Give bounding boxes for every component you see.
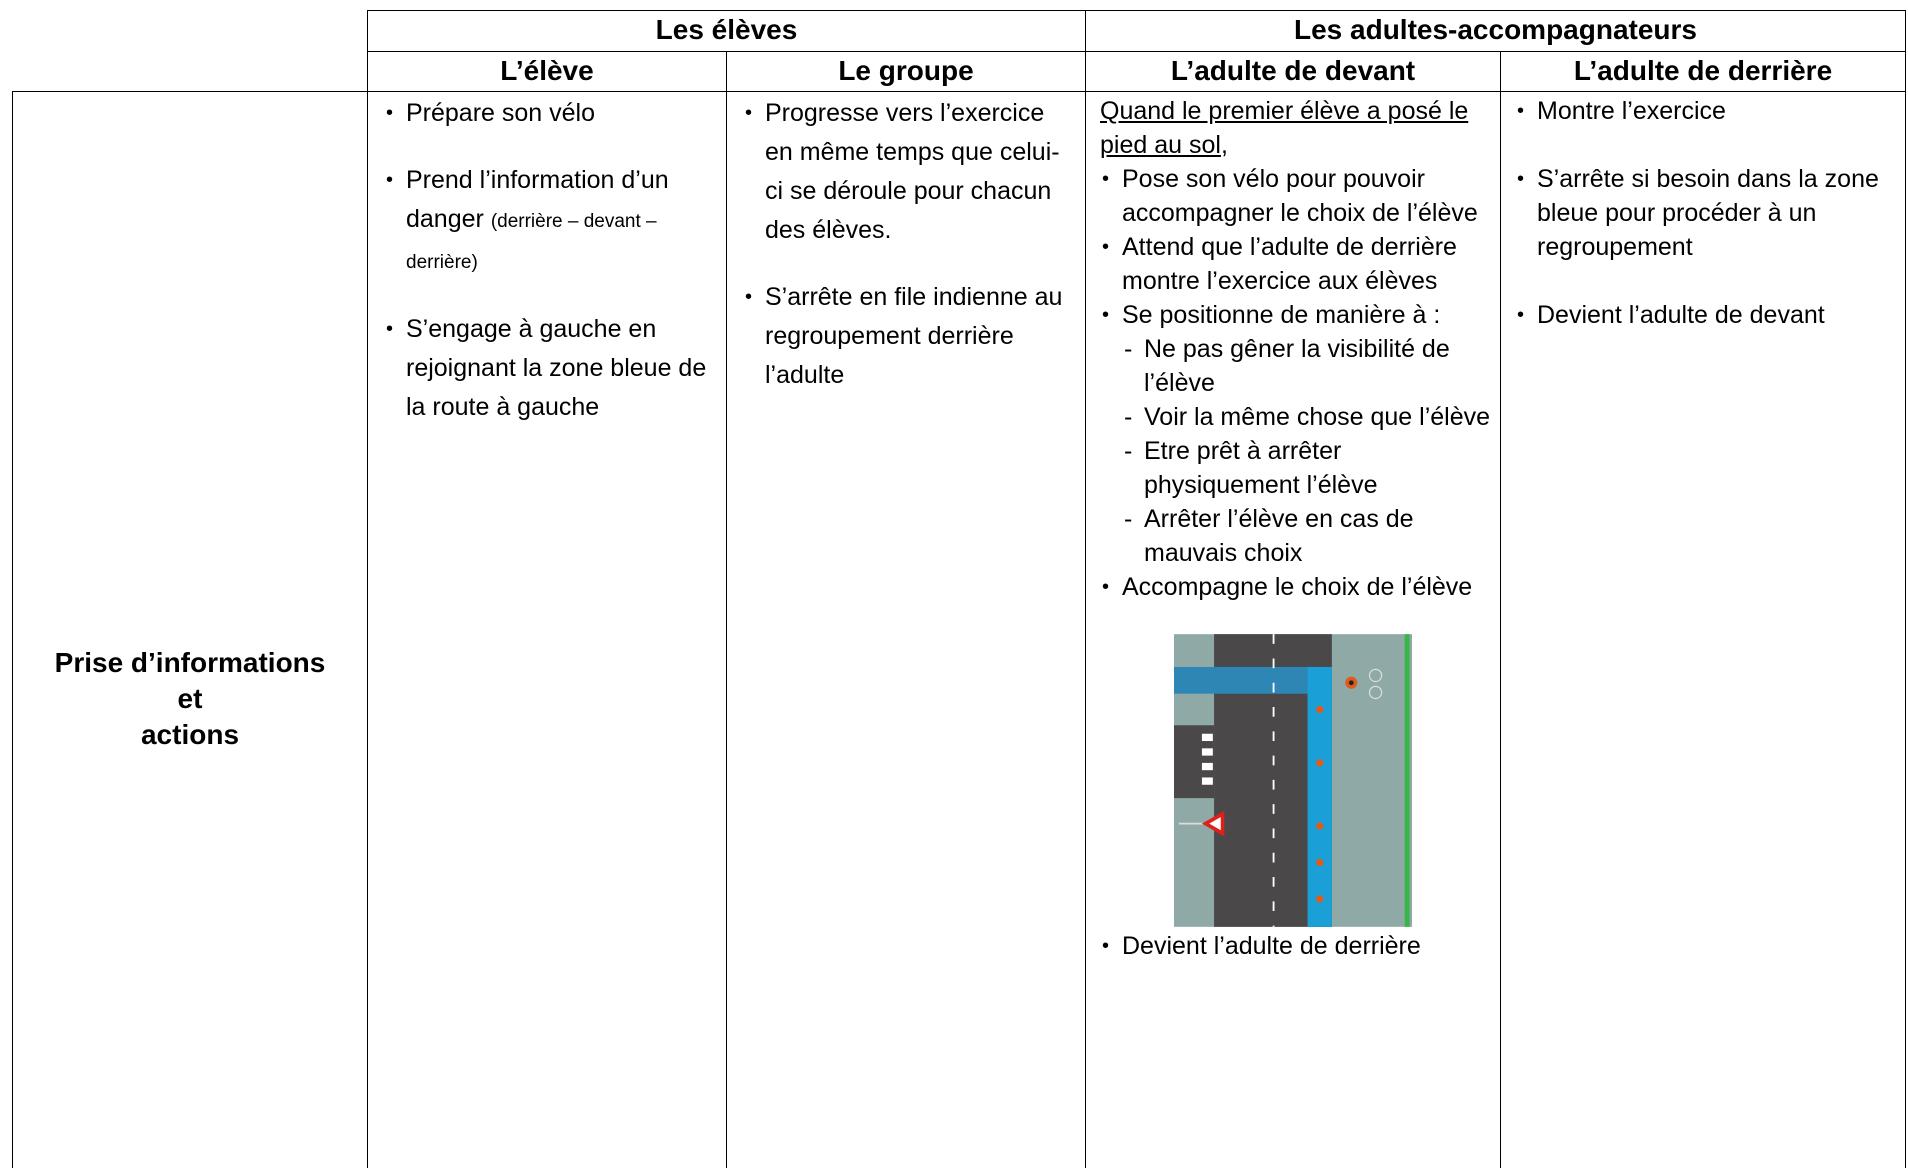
sub-item: Ne pas gêner la visibilité de l’élève — [1122, 332, 1492, 400]
sub-list: Ne pas gêner la visibilité de l’élève Vo… — [1100, 332, 1492, 570]
blue-zone — [1174, 666, 1332, 694]
list: Montre l’exercice S’arrête si besoin dan… — [1515, 94, 1897, 332]
header-text: Le groupe — [838, 55, 974, 86]
sub-item: Etre prêt à arrêter physiquement l’élève — [1122, 434, 1492, 502]
list-item: Pose son vélo pour pouvoir accompagner l… — [1100, 162, 1492, 230]
list: Prépare son vélo Prend l’information d’u… — [384, 94, 718, 427]
item-text: Devient l’adulte de derrière — [1122, 932, 1421, 960]
list-item: S’arrête si besoin dans la zone bleue po… — [1515, 162, 1897, 264]
row-header-line: Prise d’informations — [54, 647, 326, 678]
column-header: L’adulte de devant — [1085, 51, 1501, 92]
list-item: Progresse vers l’exercice en même temps … — [743, 94, 1077, 250]
list-item: Se positionne de manière à : — [1100, 298, 1492, 332]
item-text: Se positionne de manière à : — [1122, 301, 1441, 329]
column-header: L’élève — [367, 51, 727, 92]
list: Pose son vélo pour pouvoir accompagner l… — [1100, 162, 1492, 332]
item-text: S’engage à gauche en rejoignant la zone … — [406, 315, 707, 421]
list: Accompagne le choix de l’élève — [1100, 570, 1492, 604]
list-item: Prend l’information d’un danger (derrièr… — [384, 161, 718, 282]
column-header: Le groupe — [726, 51, 1086, 92]
intro-end: , — [1220, 131, 1228, 159]
header-text: Les adultes-accompagnateurs — [1293, 14, 1698, 45]
header-text: L’élève — [500, 55, 594, 86]
row-header-line: et — [177, 683, 203, 714]
list-item: Attend que l’adulte de derrière montre l… — [1100, 230, 1492, 298]
item-text: Accompagne le choix de l’élève — [1122, 573, 1473, 601]
item-text: Pose son vélo pour pouvoir accompagner l… — [1122, 165, 1478, 227]
list-item: S’arrête en file indienne au regroupemen… — [743, 278, 1077, 395]
item-text: Montre l’exercice — [1537, 97, 1726, 125]
header-text: L’adulte de derrière — [1573, 55, 1833, 86]
item-note: (derrière – devant – derrière) — [406, 211, 657, 273]
item-text: Prend l’information d’un danger — [406, 166, 669, 233]
list-item: Devient l’adulte de devant — [1515, 298, 1897, 332]
sub-item: Voir la même chose que l’élève — [1122, 400, 1492, 434]
road-diagram — [1174, 634, 1412, 927]
crosswalk — [1201, 733, 1213, 785]
cell: Quand le premier élève a posé le pied au… — [1085, 91, 1501, 1168]
list-item: Devient l’adulte de derrière — [1100, 929, 1492, 963]
group-header: Les élèves — [367, 10, 1086, 52]
list-item: S’engage à gauche en rejoignant la zone … — [384, 310, 718, 427]
item-text: Devient l’adulte de devant — [1537, 301, 1825, 329]
list-item: Montre l’exercice — [1515, 94, 1897, 128]
list-item: Prépare son vélo — [384, 94, 718, 133]
header-text: L’adulte de devant — [1170, 55, 1416, 86]
column-header: L’adulte de derrière — [1500, 51, 1906, 92]
item-text: S’arrête en file indienne au regroupemen… — [765, 283, 1063, 389]
header-text: Les élèves — [655, 14, 798, 45]
cyclists — [1316, 668, 1383, 903]
group-header: Les adultes-accompagnateurs — [1085, 10, 1906, 52]
row-header-line: actions — [140, 719, 240, 750]
list-item: Accompagne le choix de l’élève — [1100, 570, 1492, 604]
item-text: Attend que l’adulte de derrière montre l… — [1122, 233, 1457, 295]
cell: Montre l’exercice S’arrête si besoin dan… — [1500, 91, 1906, 1168]
sub-item: Arrêter l’élève en cas de mauvais choix — [1122, 502, 1492, 570]
item-text: Prépare son vélo — [406, 99, 596, 127]
cell: Progresse vers l’exercice en même temps … — [726, 91, 1086, 1168]
row-header-text: Prise d’informations et actions — [13, 645, 367, 753]
cell: Prépare son vélo Prend l’information d’u… — [367, 91, 727, 1168]
yield-sign — [1201, 810, 1225, 837]
item-text: S’arrête si besoin dans la zone bleue po… — [1537, 165, 1879, 261]
intro-text: Quand le premier élève a posé le pied au… — [1100, 97, 1469, 159]
list: Devient l’adulte de derrière — [1100, 929, 1492, 963]
green-line — [1404, 634, 1410, 927]
item-text: Progresse vers l’exercice en même temps … — [765, 99, 1060, 244]
intro: Quand le premier élève a posé le pied au… — [1100, 94, 1492, 162]
list: Progresse vers l’exercice en même temps … — [743, 94, 1077, 395]
row-header: Prise d’informations et actions — [12, 91, 368, 1168]
